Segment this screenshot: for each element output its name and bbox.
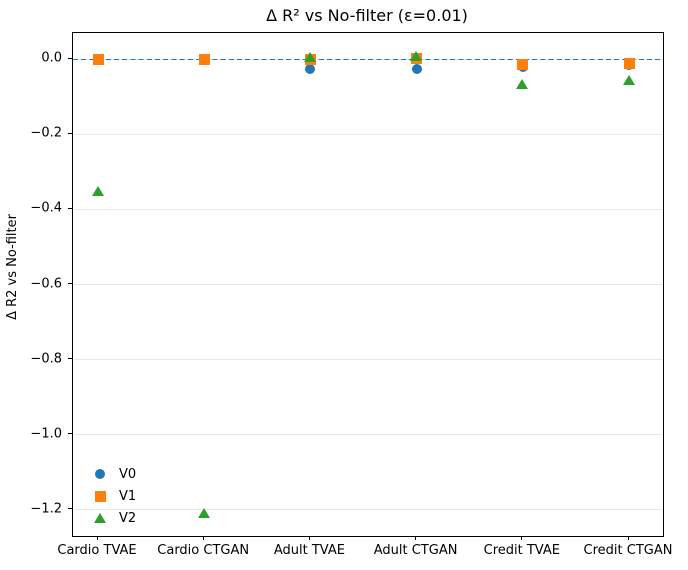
zero-reference-line — [73, 58, 663, 61]
legend-marker-shape — [94, 490, 106, 502]
x-tick-mark — [521, 536, 523, 540]
y-gridline — [73, 284, 663, 285]
x-tick-label: Adult CTGAN — [373, 543, 458, 558]
x-tick-label: Credit TVAE — [483, 543, 560, 558]
x-tick-mark — [415, 536, 417, 540]
data-point-v0-3 — [411, 63, 422, 74]
y-tick-label: −1.0 — [30, 426, 62, 442]
data-point-v0-2 — [305, 63, 316, 74]
y-gridline — [73, 509, 663, 511]
x-tick-label: Cardio CTGAN — [157, 543, 250, 558]
x-tick-label: Credit CTGAN — [583, 543, 673, 558]
legend: V0 V1 V2 — [93, 463, 136, 529]
legend-item-v0: V0 — [93, 463, 136, 485]
legend-label: V0 — [119, 466, 137, 482]
y-tick-label: −0.6 — [30, 276, 62, 291]
triangle-marker-icon — [93, 513, 107, 523]
circle-marker-icon — [93, 469, 107, 479]
y-tick-mark — [68, 57, 72, 59]
legend-item-v1: V1 — [93, 485, 136, 507]
plot-area: V0 V1 V2 — [72, 32, 664, 537]
data-point-v1-4 — [517, 59, 529, 71]
y-tick-label: 0.0 — [41, 50, 62, 66]
data-point-v2-5 — [622, 74, 635, 85]
y-axis-label: Δ R2 vs No-filter — [5, 214, 20, 320]
y-tick-mark — [68, 358, 72, 360]
x-tick-label: Cardio TVAE — [57, 543, 137, 558]
data-point-v2-3 — [410, 50, 423, 61]
data-point-v2-4 — [516, 78, 529, 89]
y-gridline — [73, 208, 663, 210]
y-tick-mark — [68, 508, 72, 510]
legend-item-v2: V2 — [93, 507, 136, 529]
y-tick-mark — [68, 433, 72, 435]
y-tick-mark — [68, 132, 72, 134]
data-point-v1-1 — [198, 53, 210, 65]
y-gridline — [73, 434, 663, 436]
data-point-v2-1 — [197, 508, 210, 519]
legend-label: V2 — [119, 510, 137, 526]
x-tick-mark — [202, 536, 204, 540]
data-point-v1-0 — [92, 53, 104, 65]
legend-marker-shape — [95, 469, 105, 479]
y-tick-label: −0.4 — [30, 200, 62, 216]
data-point-v2-0 — [91, 185, 104, 196]
data-point-v1-5 — [623, 57, 635, 69]
y-gridline — [73, 133, 663, 135]
data-point-v2-2 — [303, 52, 316, 63]
y-tick-mark — [68, 283, 72, 284]
y-tick-label: −0.8 — [30, 351, 62, 367]
square-marker-icon — [93, 490, 107, 502]
chart-title: Δ R² vs No-filter (ε=0.01) — [266, 6, 468, 25]
y-tick-mark — [68, 207, 72, 209]
x-tick-mark — [96, 536, 98, 540]
legend-marker-shape — [94, 513, 106, 523]
legend-label: V1 — [119, 488, 137, 504]
x-tick-mark — [627, 536, 629, 540]
y-tick-label: −0.2 — [30, 125, 62, 141]
y-gridline — [73, 359, 663, 361]
x-tick-mark — [308, 536, 310, 540]
x-tick-label: Adult TVAE — [273, 543, 345, 558]
y-tick-label: −1.2 — [30, 501, 62, 517]
